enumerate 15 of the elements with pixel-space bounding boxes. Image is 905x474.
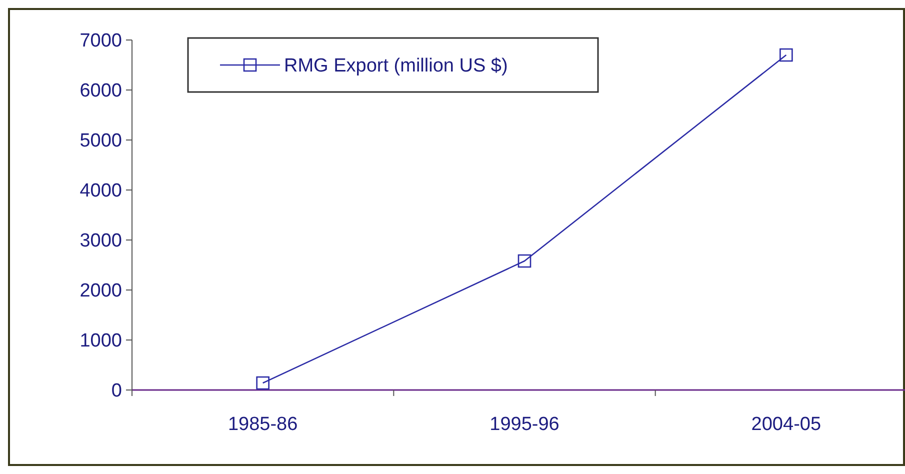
point <box>780 48 793 62</box>
y-tick-label: 0 <box>111 380 122 402</box>
x-tick-label: 2004-05 <box>751 414 822 435</box>
legend-label: RMG Export (million US $) <box>284 56 508 77</box>
y-tick-label: 2000 <box>80 280 122 302</box>
y-tick-label: 3000 <box>80 230 122 252</box>
y-tick-label: 6000 <box>80 80 122 102</box>
x-tick-label: 1995-96 <box>490 414 560 435</box>
x-tick-label: 1985-86 <box>228 414 298 435</box>
y-tick-label: 4000 <box>80 180 122 202</box>
y-tick-label: 7000 <box>80 30 122 52</box>
y-tick-label: 1000 <box>80 330 122 352</box>
point <box>256 376 270 390</box>
point <box>518 254 532 268</box>
y-tick-label: 5000 <box>80 130 122 152</box>
